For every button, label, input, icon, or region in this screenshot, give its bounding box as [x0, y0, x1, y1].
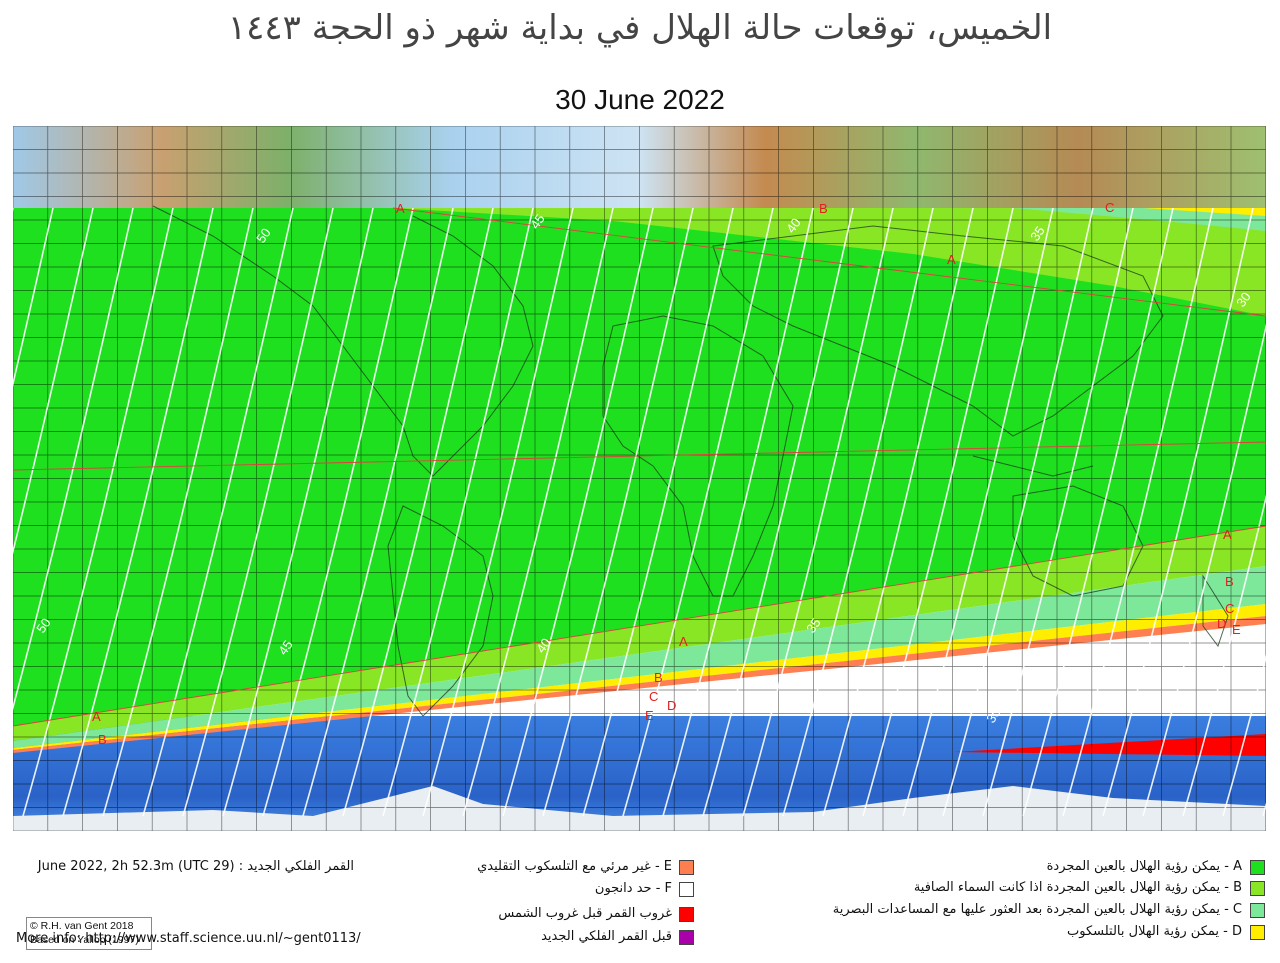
time-curve	[1182, 494, 1266, 817]
time-curve	[742, 207, 894, 817]
time-curve	[13, 207, 54, 388]
time-curve	[422, 207, 574, 817]
time-curve	[542, 207, 694, 817]
contour-label: 30	[983, 705, 1004, 725]
time-curve	[502, 207, 654, 817]
contour-label: 30	[1233, 289, 1254, 309]
more-info-link[interactable]: More info: http://www.staff.science.uu.n…	[16, 931, 361, 946]
zone-letter: C	[649, 689, 658, 704]
zone-letter: E	[1232, 622, 1241, 637]
contour-label: 50	[33, 615, 54, 635]
legend-b-label: B - يمكن رؤية الهلال بالعين المجردة اذا …	[913, 880, 1242, 895]
visibility-map: 50 45 40 35 30 50 45 40 35 30 A B C A A …	[13, 126, 1266, 950]
zone-letter: E	[645, 708, 654, 723]
time-curve	[1102, 207, 1254, 817]
time-curve	[382, 207, 534, 817]
contour-label: 40	[783, 215, 804, 235]
zone-letter: B	[654, 670, 663, 685]
map-svg: 50 45 40 35 30 50 45 40 35 30 A B C A A …	[13, 126, 1266, 831]
legend-e-swatch	[679, 860, 694, 875]
zone-letter: B	[98, 732, 107, 747]
zone-letter: D	[1217, 616, 1226, 631]
zone-b-north	[393, 208, 1266, 316]
legend-before-new-moon-swatch	[679, 930, 694, 945]
time-curve	[782, 207, 934, 817]
credit-box: © R.H. van Gent 2018 Based on Yallop (19…	[26, 917, 152, 950]
time-curve	[302, 207, 454, 817]
time-curve	[342, 207, 494, 817]
contour-label: 35	[803, 615, 824, 635]
time-curve	[702, 207, 854, 817]
time-curve	[13, 207, 134, 711]
time-curve	[62, 207, 214, 817]
time-curve	[1222, 654, 1266, 817]
time-curve	[142, 207, 294, 817]
time-curve	[222, 207, 374, 817]
credit-line: © R.H. van Gent 2018	[30, 920, 134, 932]
time-curve	[182, 207, 334, 817]
legend-f-swatch	[679, 882, 694, 897]
time-curve	[662, 207, 814, 817]
legend-a-label: A - يمكن رؤية الهلال بالعين المجردة	[1046, 859, 1242, 874]
zone-letter: A	[679, 634, 688, 649]
zone-boundaries	[13, 207, 1266, 727]
legend-d-swatch	[1250, 925, 1265, 940]
time-curve	[862, 207, 1014, 817]
legend-moonset-label: غروب القمر قبل غروب الشمس	[498, 906, 672, 921]
legend-a-swatch	[1250, 860, 1265, 875]
legend-c-label: C - يمكن رؤية الهلال بالعين المجردة بعد …	[832, 902, 1242, 917]
time-curve	[822, 207, 974, 817]
contour-label: 40	[533, 635, 554, 655]
zone-c-north	[1013, 208, 1266, 231]
time-curve	[622, 207, 774, 817]
zone-letter: B	[819, 201, 828, 216]
zone-letter: A	[1223, 527, 1232, 542]
time-curve	[942, 207, 1094, 817]
contour-labels: 50 45 40 35 30 50 45 40 35 30	[33, 211, 1254, 725]
time-curve	[1022, 207, 1174, 817]
zone-letter: A	[92, 709, 101, 724]
time-curve	[902, 207, 1054, 817]
legend-e-label: E - غير مرئي مع التلسكوب التقليدي	[477, 859, 672, 874]
zone-d-north	[1143, 208, 1266, 216]
time-curves	[13, 207, 1266, 817]
legend-c-swatch	[1250, 903, 1265, 918]
zone-letters: A B C A A B C D E A B C D E A B	[92, 200, 1241, 747]
zone-letter: D	[667, 698, 676, 713]
legend-b-swatch	[1250, 881, 1265, 896]
zone-letter: C	[1105, 200, 1114, 215]
zone-letter: A	[947, 252, 956, 267]
time-curve	[13, 207, 94, 555]
time-curve	[462, 207, 614, 817]
legend-d-label: D - يمكن رؤية الهلال بالتلسكوب	[1067, 924, 1242, 939]
moonset-before-sunset-area	[953, 734, 1266, 756]
legend-f-label: F - حد دانجون	[594, 881, 672, 896]
contour-label: 45	[275, 637, 296, 657]
time-curve	[1062, 207, 1214, 817]
time-curve	[102, 207, 254, 817]
map-date: 30 June 2022	[555, 84, 725, 115]
time-curve	[1142, 323, 1266, 817]
legend-moonset-swatch	[679, 907, 694, 922]
page-title: الخميس، توقعات حالة الهلال في بداية شهر …	[227, 8, 1053, 48]
time-curve	[262, 207, 414, 817]
zone-letter: C	[1225, 601, 1234, 616]
contour-label: 50	[253, 225, 274, 245]
time-curve	[982, 207, 1134, 817]
new-moon-info: القمر الفلكي الجديد : (29 June 2022, 2h …	[37, 859, 354, 874]
zone-letter: A	[396, 201, 405, 216]
credit-line: Based on Yallop (1997)	[30, 934, 139, 946]
time-curve	[582, 207, 734, 817]
time-curve	[22, 207, 174, 817]
zone-letter: B	[1225, 574, 1234, 589]
legend-before-new-moon-label: قبل القمر الفلكي الجديد	[541, 929, 672, 944]
contour-label: 45	[527, 211, 548, 231]
contour-label: 35	[1027, 223, 1048, 243]
